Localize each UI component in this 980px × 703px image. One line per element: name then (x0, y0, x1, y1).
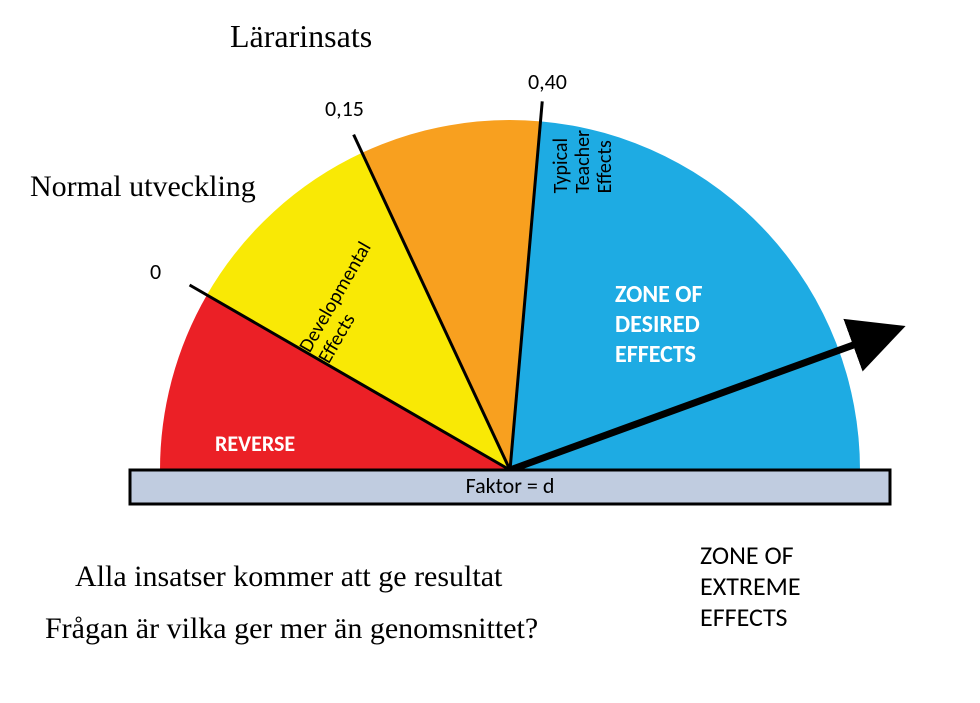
label-zone-extreme: ZONE OF EXTREME EFFECTS (700, 540, 801, 634)
label-zone-desired: ZONE OF DESIRED EFFECTS (615, 280, 703, 370)
tick-label-0: 0 (150, 258, 161, 285)
caption-line-1: Alla insatser kommer att ge resultat (75, 560, 502, 594)
label-reverse: REVERSE (215, 430, 295, 457)
tick-label-040: 0,40 (528, 68, 567, 95)
effect-gauge (0, 0, 980, 703)
tick-label-015: 0,15 (325, 95, 364, 122)
axis-bar-label: Faktor = d (130, 470, 890, 504)
title-normal-utveckling: Normal utveckling (30, 170, 256, 204)
title-lararinsats: Lärarinsats (230, 18, 372, 55)
caption-line-2: Frågan är vilka ger mer än genomsnittet? (45, 612, 538, 646)
label-teacher: Typical Teacher Effects (550, 130, 616, 193)
